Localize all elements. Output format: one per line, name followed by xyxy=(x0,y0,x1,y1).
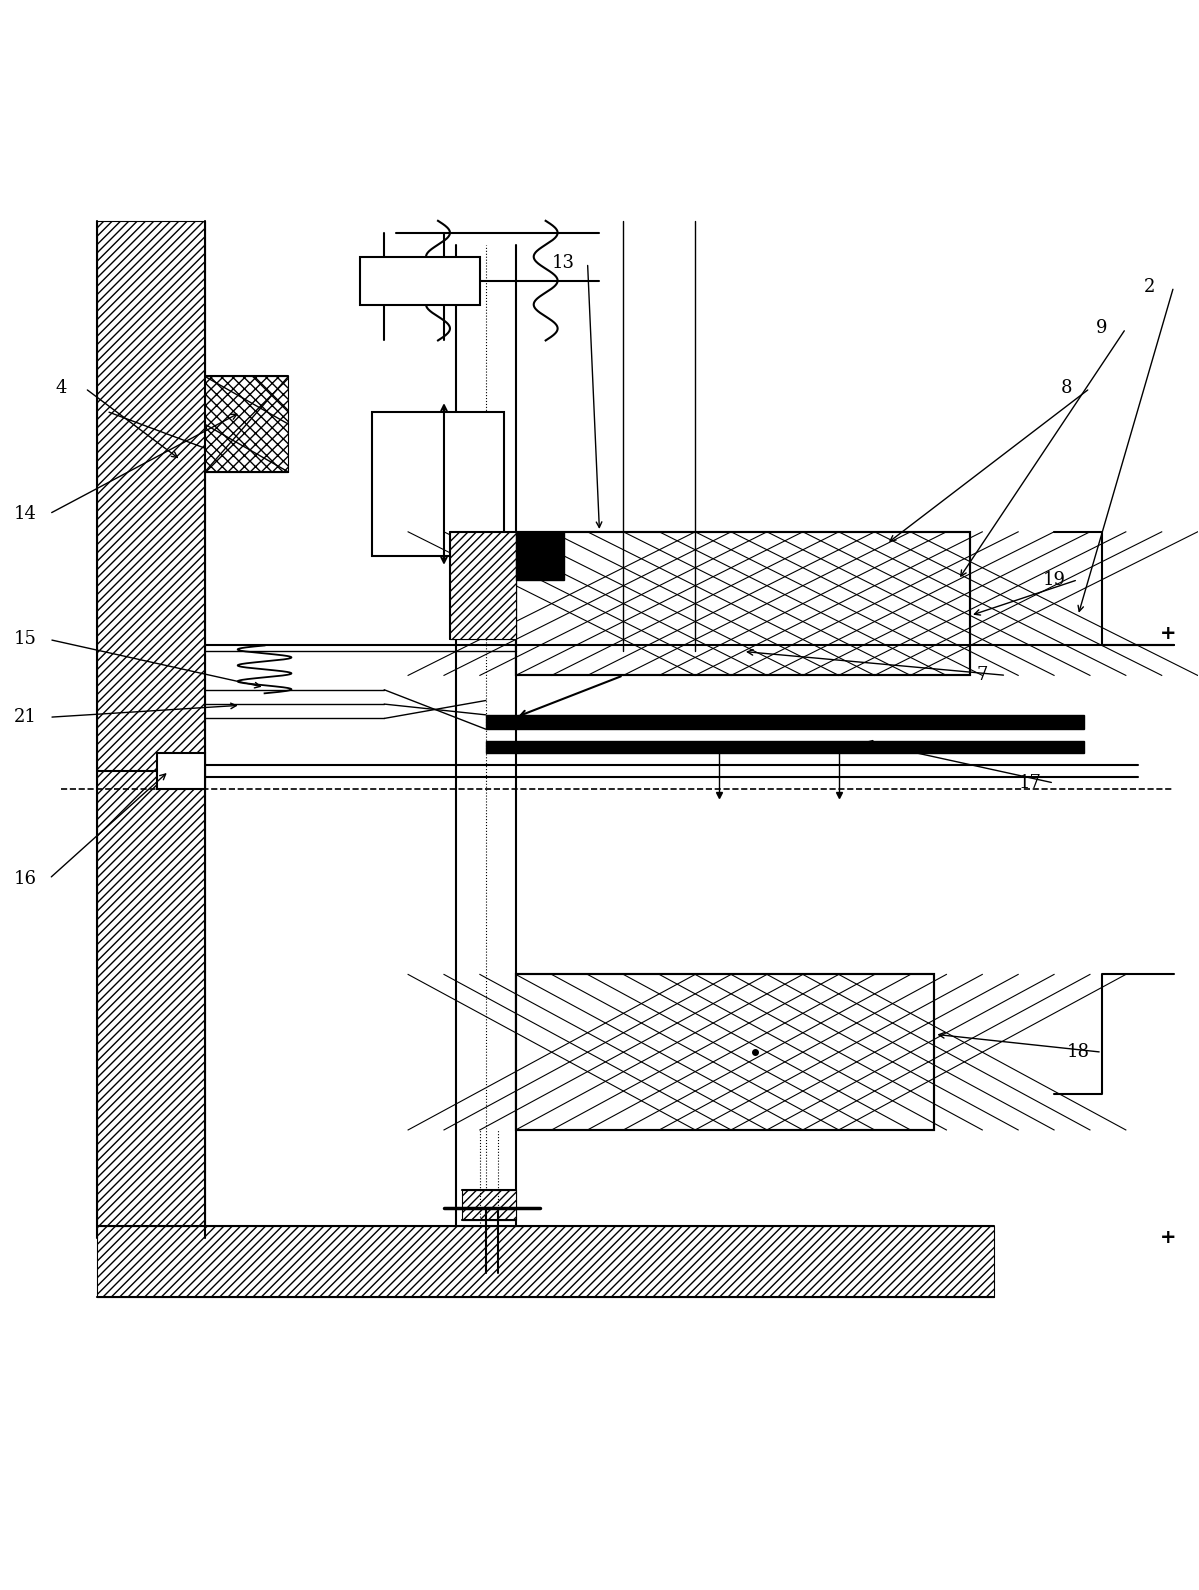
Text: 15: 15 xyxy=(14,631,37,649)
Text: 14: 14 xyxy=(14,506,37,523)
Bar xyxy=(516,531,564,580)
Text: 18: 18 xyxy=(1066,1043,1090,1061)
Bar xyxy=(205,377,289,472)
Text: 2: 2 xyxy=(1144,278,1156,296)
Bar xyxy=(157,754,205,789)
Text: +: + xyxy=(1159,1227,1176,1247)
Bar xyxy=(360,256,480,305)
Text: 17: 17 xyxy=(1019,774,1042,792)
Bar xyxy=(372,412,504,556)
Bar xyxy=(516,531,970,676)
Bar xyxy=(516,975,934,1130)
Text: 8: 8 xyxy=(1060,380,1072,398)
Text: 13: 13 xyxy=(552,254,576,272)
Bar xyxy=(516,531,970,676)
Text: 21: 21 xyxy=(14,708,37,727)
Text: 9: 9 xyxy=(1096,320,1108,337)
Bar xyxy=(516,531,970,676)
Text: 19: 19 xyxy=(1043,571,1066,588)
Text: 7: 7 xyxy=(977,666,988,684)
Bar xyxy=(486,716,1084,730)
Bar xyxy=(450,531,516,639)
Bar xyxy=(486,741,1084,754)
Bar xyxy=(516,975,934,1130)
Text: 4: 4 xyxy=(55,380,67,398)
Bar xyxy=(97,221,205,1237)
Bar xyxy=(97,1226,994,1297)
Text: 16: 16 xyxy=(14,870,37,887)
Text: +: + xyxy=(1159,623,1176,642)
Bar xyxy=(462,1189,516,1220)
Bar xyxy=(516,975,934,1130)
